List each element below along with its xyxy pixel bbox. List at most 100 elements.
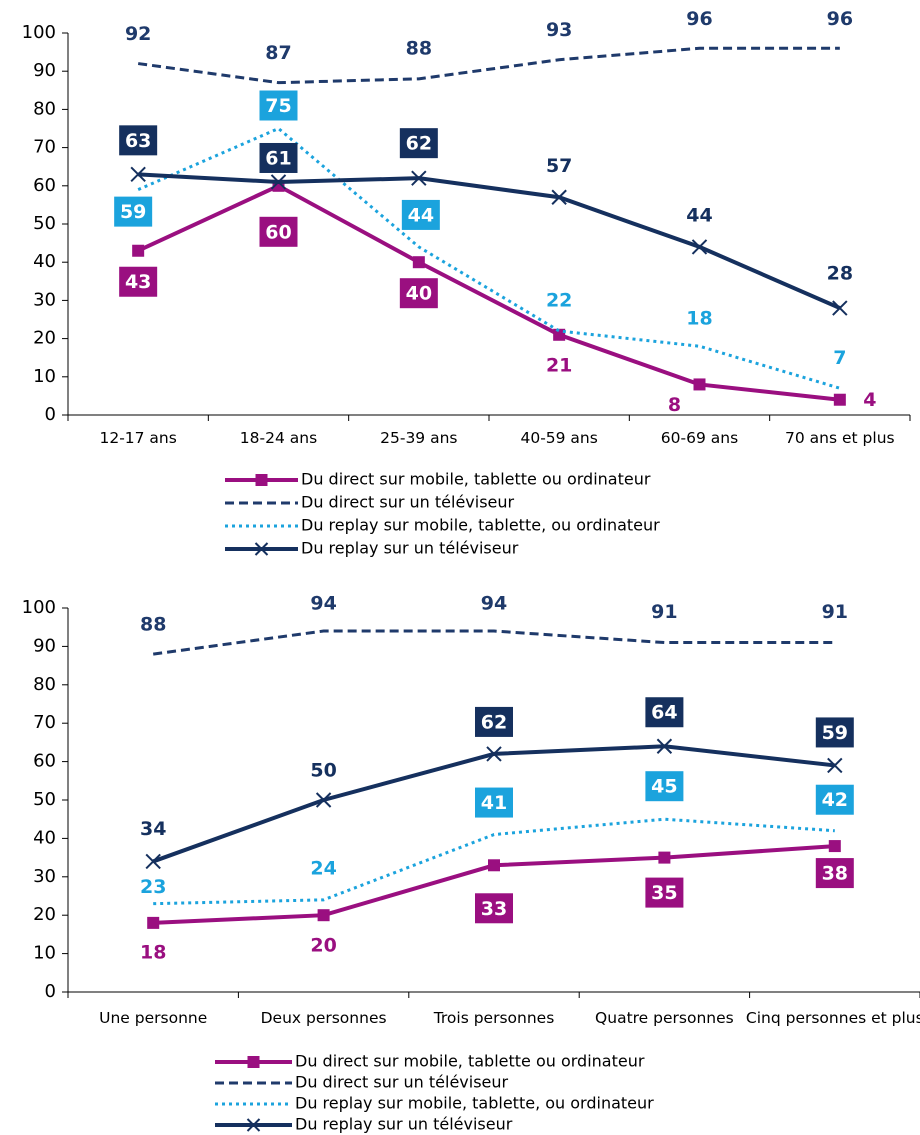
y-tick-label: 10 <box>33 943 56 964</box>
y-tick-label: 100 <box>22 22 56 43</box>
data-label: 96 <box>686 8 712 30</box>
legend-label: Du direct sur mobile, tablette ou ordina… <box>295 1052 645 1071</box>
legend-label: Du replay sur un téléviseur <box>301 539 519 558</box>
label-box <box>645 771 684 802</box>
label-box <box>815 784 854 815</box>
x-tick-label: 25-39 ans <box>380 429 458 447</box>
data-label: 40 <box>406 283 432 305</box>
y-tick-label: 50 <box>33 213 56 234</box>
legend-marker <box>254 542 269 556</box>
x-tick-label: 12-17 ans <box>99 429 177 447</box>
data-label: 88 <box>140 614 166 636</box>
data-label: 57 <box>546 155 572 177</box>
series-line <box>137 46 840 85</box>
y-tick-label: 20 <box>33 904 56 925</box>
label-box <box>259 90 298 121</box>
data-label: 21 <box>546 354 572 376</box>
legend-label: Du direct sur un téléviseur <box>301 493 515 512</box>
label-box <box>119 266 158 297</box>
data-label: 64 <box>651 702 677 724</box>
data-label: 41 <box>481 792 507 814</box>
legend-label: Du direct sur un téléviseur <box>295 1073 509 1092</box>
series-line <box>153 817 835 906</box>
y-tick-label: 40 <box>33 827 56 848</box>
data-label: 91 <box>822 601 848 623</box>
data-label: 18 <box>140 941 166 963</box>
label-box <box>645 877 684 908</box>
legend-marker <box>255 474 268 486</box>
data-label: 8 <box>668 394 681 416</box>
marker <box>827 757 843 774</box>
y-tick-label: 100 <box>22 597 56 618</box>
marker <box>693 378 706 391</box>
marker <box>412 256 425 269</box>
series-line <box>152 629 835 656</box>
y-tick-label: 80 <box>33 98 56 119</box>
y-tick-label: 10 <box>33 366 56 387</box>
data-label: 75 <box>265 95 291 117</box>
marker <box>132 244 145 257</box>
data-label: 20 <box>310 935 336 957</box>
y-tick-label: 60 <box>33 751 56 772</box>
label-box <box>399 128 438 159</box>
data-label: 22 <box>546 289 572 311</box>
data-label: 23 <box>140 876 166 898</box>
x-tick-label: 60-69 ans <box>660 429 739 447</box>
data-label: 35 <box>651 882 677 904</box>
x-label-box: 25-39 ans <box>380 429 458 447</box>
data-label: 50 <box>310 760 336 782</box>
marker <box>691 239 708 255</box>
legend-label: Du replay sur mobile, tablette, ou ordin… <box>301 516 660 535</box>
y-tick-label: 60 <box>33 175 56 196</box>
data-label: 7 <box>833 347 846 369</box>
x-label-box: 12-17 ans <box>99 429 177 447</box>
x-label-box: 60-69 ans <box>660 429 739 447</box>
legend-label: Du replay sur un téléviseur <box>295 1115 513 1134</box>
marker <box>553 328 566 341</box>
data-label: 18 <box>686 308 712 330</box>
marker <box>145 853 161 870</box>
marker <box>551 189 567 205</box>
data-label: 62 <box>481 711 507 733</box>
x-label-box: Quatre personnes <box>595 1009 734 1027</box>
x-tick-label: Trois personnes <box>433 1009 555 1027</box>
y-tick-label: 30 <box>33 866 56 887</box>
label-box <box>401 199 440 230</box>
y-tick-label: 70 <box>33 712 56 733</box>
y-tick-label: 0 <box>45 404 56 425</box>
series-line <box>138 172 841 310</box>
data-label: 33 <box>481 898 507 920</box>
x-tick-label: Une personne <box>99 1009 208 1027</box>
series-line <box>137 126 841 390</box>
y-tick-label: 40 <box>33 251 56 272</box>
marker <box>411 170 427 186</box>
label-box <box>259 142 298 173</box>
x-tick-label: 18-24 ans <box>239 429 318 447</box>
label-box <box>475 893 513 924</box>
marker <box>488 859 500 872</box>
label-box <box>114 196 153 227</box>
data-label: 92 <box>125 23 151 45</box>
data-label: 91 <box>651 601 677 623</box>
x-label-box: 70 ans et plus <box>785 429 895 447</box>
legend-marker <box>246 1118 261 1132</box>
data-label: 42 <box>822 789 848 811</box>
label-box <box>475 706 513 737</box>
data-label: 62 <box>406 133 432 155</box>
marker <box>317 909 330 922</box>
marker <box>270 174 287 190</box>
marker <box>130 166 146 183</box>
marker <box>658 851 671 864</box>
marker <box>656 738 673 754</box>
x-label-box: 18-24 ans <box>239 429 318 447</box>
data-label: 88 <box>406 37 432 59</box>
label-box <box>399 278 438 309</box>
series-line <box>137 183 841 402</box>
marker <box>833 393 846 406</box>
x-tick-label: 40-59 ans <box>520 429 598 447</box>
data-label: 63 <box>125 130 151 152</box>
data-label: 94 <box>310 593 336 615</box>
marker <box>828 840 841 853</box>
y-tick-label: 20 <box>33 328 56 349</box>
